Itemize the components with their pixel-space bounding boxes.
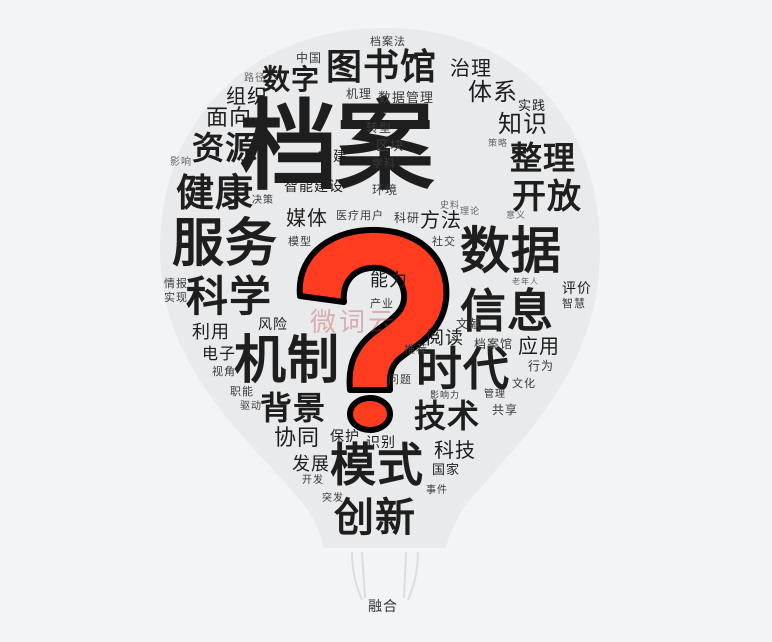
word-mianxiang: 面向 — [206, 106, 253, 131]
question-mark-icon — [286, 222, 456, 434]
word-lilun: 理论 — [460, 207, 481, 217]
word-beijing: 背景 — [260, 389, 327, 427]
word-fengxian: 风险 — [258, 317, 288, 333]
word-keyan: 科研 — [394, 211, 421, 225]
word-laonianren: 老年人 — [512, 277, 539, 286]
word-guojia: 国家 — [432, 463, 461, 478]
word-jizhi: 机制 — [234, 331, 341, 391]
word-zhinengword: 智慧 — [562, 297, 586, 310]
word-juece: 决策 — [252, 195, 274, 206]
word-shijian2: 事件 — [426, 485, 448, 496]
word-qudong: 驱动 — [240, 401, 262, 412]
word-tixi: 体系 — [468, 78, 518, 106]
word-zhishi: 知识 — [498, 110, 548, 138]
word-shibie: 识别 — [366, 435, 396, 451]
word-jiankang: 健康 — [176, 171, 255, 215]
word-wenti: 问题 — [388, 373, 412, 386]
word-zhineng: 职能 — [230, 385, 254, 398]
watermark-text: 微词云 — [310, 308, 398, 338]
word-goujian: 构建 — [318, 149, 348, 165]
word-xueke: 学科 — [372, 157, 396, 170]
word-zhinengjianshe: 智能建设 — [284, 179, 344, 195]
word-baohu: 保护 — [330, 429, 360, 445]
word-yuedu: 阅读 — [426, 328, 464, 349]
word-kexue: 科学 — [186, 272, 273, 321]
word-chanye: 产业 — [370, 297, 394, 310]
word-fazhan: 发展 — [292, 454, 330, 475]
word-yiliaoyonghu: 医疗用户 — [336, 209, 384, 222]
word-meiti: 媒体 — [286, 206, 328, 230]
word-ronghe: 融合 — [368, 599, 398, 615]
word-moxing: 模型 — [288, 235, 312, 248]
word-fuwu: 服务 — [172, 214, 279, 274]
word-yiyi: 意义 — [506, 211, 527, 221]
word-zhongguo: 中国 — [296, 51, 323, 65]
word-nengli: 能力 — [370, 270, 408, 291]
word-xinxi: 信息 — [460, 284, 554, 338]
word-kaifa: 开发 — [302, 475, 324, 486]
word-celue: 策略 — [488, 139, 509, 149]
word-jishu: 技术 — [414, 397, 481, 435]
word-tufa: 突发 — [322, 493, 344, 504]
word-tuijian: 推荐 — [404, 343, 428, 356]
word-chuangxin: 创新 — [334, 495, 416, 541]
word-keji: 科技 — [434, 438, 476, 462]
word-huanjing: 环境 — [372, 183, 399, 197]
word-qingbao: 情报 — [164, 277, 188, 290]
word-gongxiang: 共享 — [492, 403, 519, 417]
word-zuzhi: 组织 — [226, 84, 268, 108]
word-shijian: 实践 — [518, 99, 547, 114]
word-liyong: 利用 — [192, 322, 230, 343]
word-shijiao: 视角 — [212, 365, 236, 378]
word-guanli: 管理 — [484, 389, 506, 400]
word-fangfa: 方法 — [420, 208, 462, 232]
word-moshi: 模式 — [330, 438, 424, 492]
word-shuju: 数据 — [460, 222, 562, 280]
word-shiye: 史料 — [440, 201, 461, 211]
word-xingwei: 行为 — [528, 359, 555, 373]
word-shujuguanli: 数据管理 — [378, 91, 435, 106]
word-qukuai: 区块 — [376, 139, 405, 154]
word-danganguan: 档案馆 — [474, 337, 514, 351]
word-shixian: 实现 — [164, 291, 188, 304]
word-dianzi: 电子 — [202, 344, 237, 363]
word-tushuguan: 图书馆 — [326, 47, 438, 88]
word-shuzi: 数字 — [262, 63, 321, 96]
word-pingjia: 评价 — [562, 281, 592, 297]
word-shehui: 社交 — [432, 235, 456, 248]
word-dangan: 档案 — [240, 90, 434, 204]
word-xietong: 协同 — [274, 426, 321, 451]
word-shidai: 时代 — [416, 342, 510, 396]
word-danganfa: 档案法 — [370, 35, 406, 48]
word-jili: 机理 — [346, 87, 373, 101]
word-yingyong: 应用 — [518, 334, 560, 358]
word-zhengli: 整理 — [510, 139, 577, 177]
word-zhuanxing: 转型 — [366, 121, 393, 135]
word-yingxiangli: 影响力 — [430, 391, 461, 401]
word-wenxian: 文献 — [456, 317, 483, 331]
word-zhili: 治理 — [450, 56, 492, 80]
word-wenhua: 文化 — [512, 377, 536, 390]
word-lujing: 路径 — [244, 73, 266, 84]
word-kaifang: 开放 — [512, 177, 582, 217]
word-ziyuan: 资源 — [192, 129, 259, 167]
word-yingxiang: 影响 — [170, 157, 192, 168]
